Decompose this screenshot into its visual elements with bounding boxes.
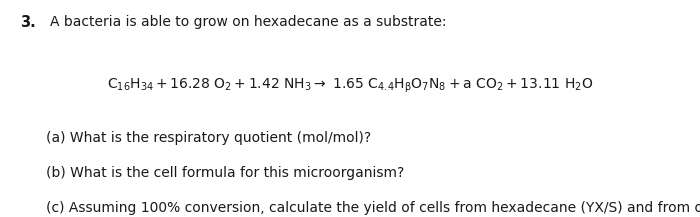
Text: 3.: 3. xyxy=(20,15,35,30)
Text: $\mathregular{C_{16}H_{34} + 16.28\ O_{2} + 1.42\ NH_{3} \rightarrow\ 1.65\ C_{4: $\mathregular{C_{16}H_{34} + 16.28\ O_{2… xyxy=(107,77,593,95)
Text: (a) What is the respiratory quotient (mol/mol)?: (a) What is the respiratory quotient (mo… xyxy=(46,131,370,145)
Text: (c) Assuming 100% conversion, calculate the yield of cells from hexadecane (YΧ/S: (c) Assuming 100% conversion, calculate … xyxy=(46,201,700,215)
Text: (b) What is the cell formula for this microorganism?: (b) What is the cell formula for this mi… xyxy=(46,166,404,180)
Text: A bacteria is able to grow on hexadecane as a substrate:: A bacteria is able to grow on hexadecane… xyxy=(50,15,447,29)
